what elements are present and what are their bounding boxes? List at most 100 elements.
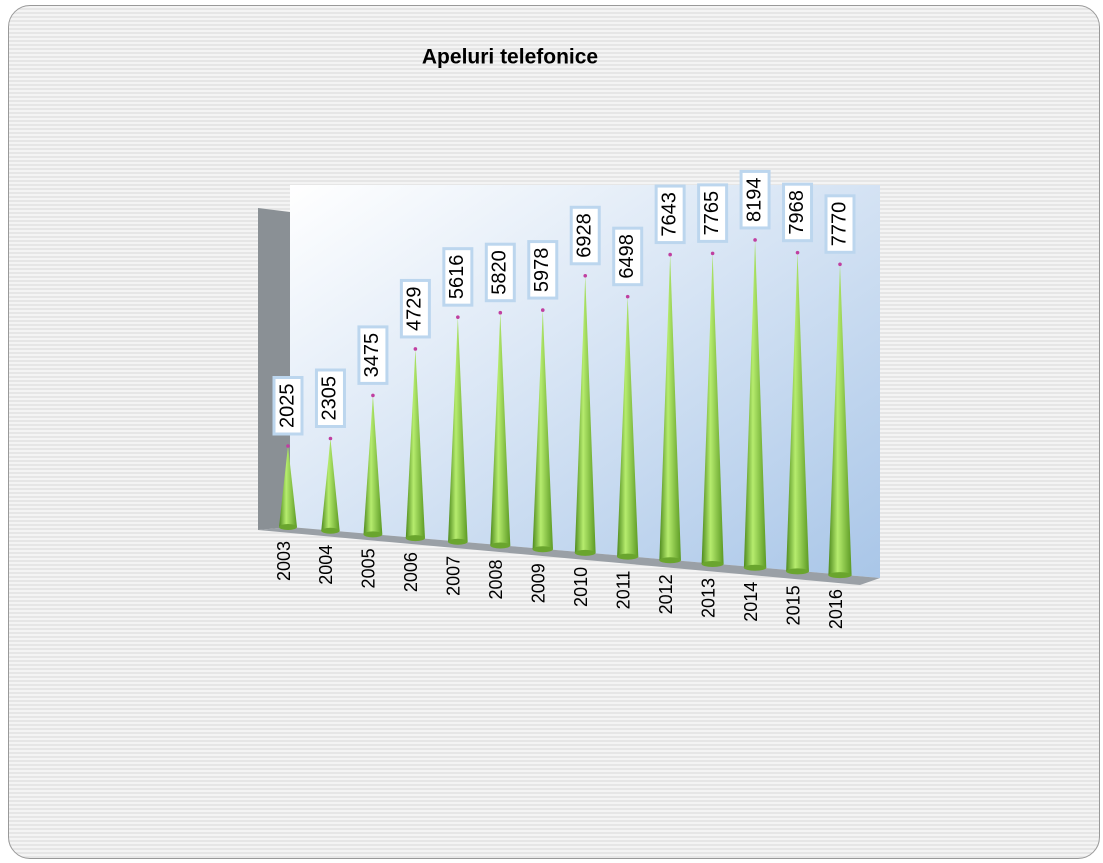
value-label-box [442, 247, 474, 307]
value-label-group: 6498 [612, 226, 644, 287]
cone [617, 296, 639, 557]
value-label: 3475 [361, 333, 383, 378]
cone-base [786, 568, 809, 575]
cone-tip [328, 436, 333, 441]
cone-tip [583, 273, 588, 278]
value-label-box [569, 205, 601, 266]
value-label-box [654, 184, 686, 245]
cone-base [574, 549, 596, 556]
cone-base [743, 564, 767, 571]
value-label-group: 8194 [739, 169, 771, 230]
value-label: 4729 [404, 286, 426, 331]
cone-base [405, 535, 425, 542]
cone-tip [498, 310, 503, 315]
value-label-group: 4729 [399, 278, 431, 339]
x-tick-label: 2003 [274, 541, 294, 581]
x-tick-label: 2012 [656, 574, 676, 614]
x-tick-label: 2010 [571, 567, 591, 607]
cone-base [617, 553, 639, 560]
value-label-group: 7643 [654, 184, 686, 245]
value-label-group: 2025 [272, 376, 304, 436]
value-label-group: 5978 [527, 240, 559, 300]
cone-base [363, 531, 383, 538]
chart-title: Apeluri telefonice [422, 46, 598, 69]
floor [258, 527, 880, 585]
cone-tip [795, 250, 800, 255]
value-label-box [272, 376, 304, 436]
x-tick-label: 2014 [741, 582, 761, 622]
cone [659, 254, 681, 561]
cone-tip [413, 347, 418, 351]
cone [743, 239, 767, 568]
value-label-group: 6928 [569, 205, 601, 266]
x-tick-label: 2005 [359, 548, 379, 588]
cone-tip [371, 393, 375, 398]
cone [786, 252, 809, 572]
value-label-group: 7770 [824, 194, 856, 254]
cone-tip [625, 294, 630, 299]
cone-tip [456, 315, 460, 319]
cone-tip [710, 251, 715, 256]
cone [701, 253, 724, 564]
cone [363, 395, 383, 535]
value-label-box [357, 325, 389, 385]
cone-base [701, 561, 724, 567]
x-tick-label: 2004 [316, 545, 336, 585]
cone [279, 446, 297, 527]
cone [828, 264, 852, 576]
x-tick-label: 2011 [613, 571, 633, 610]
value-label-group: 7968 [782, 182, 814, 243]
value-label-box [612, 226, 644, 287]
cone [448, 317, 468, 542]
value-label: 5820 [489, 250, 511, 295]
cone-base [828, 572, 852, 579]
x-tick-label: 2007 [444, 556, 464, 596]
cone-base [659, 557, 681, 564]
value-label-group: 7765 [697, 183, 729, 243]
value-label-box [824, 194, 856, 254]
value-label-group: 2305 [314, 368, 346, 428]
cone-tip [286, 444, 290, 448]
value-label: 2305 [319, 376, 341, 421]
cone [490, 312, 511, 546]
value-label: 5616 [446, 255, 468, 300]
value-label: 6928 [574, 213, 596, 258]
cone-base [279, 524, 297, 530]
value-label-box [782, 182, 814, 243]
cone-base [321, 527, 340, 534]
cone-tip [753, 238, 757, 242]
value-label-box [314, 368, 346, 428]
value-label-box [697, 183, 729, 243]
value-label-group: 5820 [484, 242, 516, 303]
x-tick-label: 2009 [529, 563, 549, 603]
value-label: 8194 [743, 177, 765, 222]
value-label: 7968 [786, 190, 808, 235]
x-tick-label: 2016 [826, 589, 846, 629]
value-label: 7643 [658, 192, 680, 237]
cone [405, 348, 425, 539]
value-label-box [484, 242, 516, 303]
value-label: 7765 [701, 191, 723, 236]
x-tick-label: 2006 [401, 552, 421, 592]
cone-base [448, 538, 468, 545]
cone [321, 438, 340, 531]
cone-base [532, 546, 553, 553]
cone-tip [540, 308, 545, 312]
value-label: 5978 [531, 248, 553, 293]
value-label-group: 5616 [442, 247, 474, 307]
x-tick-label: 2013 [698, 578, 718, 618]
value-label: 7770 [828, 202, 850, 247]
cone-base [490, 542, 511, 549]
cone [532, 310, 553, 550]
cone-tip [668, 252, 672, 257]
value-label-box [739, 169, 771, 230]
x-tick-label: 2015 [783, 585, 803, 625]
value-label: 2025 [276, 384, 298, 429]
cone-tip [838, 262, 842, 267]
side-wall [258, 208, 290, 530]
value-label: 6498 [616, 234, 638, 279]
value-label-box [399, 278, 431, 339]
value-label-box [527, 240, 559, 300]
x-tick-label: 2008 [486, 560, 506, 600]
